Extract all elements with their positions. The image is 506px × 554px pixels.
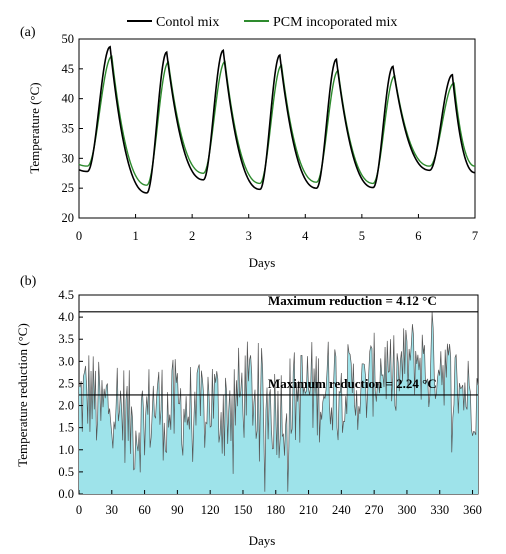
- x-tick-label-a: 2: [189, 229, 195, 243]
- series-line-pcm: [78, 55, 476, 186]
- x-tick-label-a: 6: [415, 229, 421, 243]
- x-tick-label-a: 3: [246, 229, 252, 243]
- axes-b: 0 30 60 90 120 150 180 210 240 270 300 330 360 0.0 0.5…: [58, 288, 482, 517]
- annotation-label: Maximum reduction = 4.12 °C: [268, 293, 437, 308]
- x-tick-label-a: 0: [76, 229, 82, 243]
- x-tick-label-a: 7: [472, 229, 478, 243]
- series-line-control: [78, 45, 476, 194]
- y-tick-label-b: 1.0: [58, 443, 74, 457]
- annotations-b: Maximum reduction = 4.12 °C Maximum reduc…: [79, 293, 478, 396]
- y-tick-label-a: 50: [62, 32, 75, 46]
- x-tick-label-b: 360: [463, 503, 482, 517]
- y-tick-label-a: 20: [62, 211, 75, 225]
- x-tick-label-b: 180: [266, 503, 285, 517]
- y-tick-label-b: 3.5: [58, 332, 74, 346]
- y-tick-label-a: 45: [62, 62, 75, 76]
- y-tick-label-b: 4.5: [58, 288, 74, 302]
- area-line: [78, 311, 479, 492]
- series-b: [78, 311, 479, 494]
- x-tick-label-b: 210: [299, 503, 318, 517]
- legend-label-control: Contol mix: [156, 15, 219, 30]
- x-tick-label-b: 300: [398, 503, 417, 517]
- x-tick-label-a: 4: [302, 229, 309, 243]
- x-tick-label-b: 120: [201, 503, 220, 517]
- y-tick-label-a: 30: [62, 151, 75, 165]
- y-tick-label-a: 25: [62, 181, 75, 195]
- annotation-label: Maximum reduction = 2.24 °C: [268, 376, 437, 391]
- x-tick-label-b: 0: [76, 503, 82, 517]
- y-tick-label-b: 4.0: [58, 310, 74, 324]
- y-axis-label-a: Temperature (°C): [27, 82, 42, 173]
- y-tick-label-b: 3.0: [58, 354, 74, 368]
- panel-label-a: (a): [20, 25, 36, 40]
- y-tick-label-b: 1.5: [58, 421, 74, 435]
- x-axis-label-b: Days: [249, 533, 276, 548]
- x-axis-label-a: Days: [249, 255, 276, 270]
- x-tick-label-a: 1: [132, 229, 138, 243]
- y-tick-label-b: 2.0: [58, 399, 74, 413]
- y-tick-label-b: 0.0: [58, 487, 74, 501]
- area-fill: [79, 311, 478, 494]
- x-tick-label-a: 5: [359, 229, 365, 243]
- panel-label-b: (b): [20, 274, 37, 289]
- x-tick-label-b: 90: [171, 503, 184, 517]
- x-tick-label-b: 240: [332, 503, 351, 517]
- chart-b: (b) 0 30 60 90 120 150 180 210 240 270 300 330 360 0.…: [15, 274, 482, 548]
- y-tick-label-b: 0.5: [58, 465, 74, 479]
- x-tick-label-b: 270: [365, 503, 384, 517]
- chart-a: (a) Contol mix PCM incoporated mix 0 1 2 3 4…: [20, 15, 478, 270]
- x-tick-label-b: 30: [106, 503, 119, 517]
- y-tick-label-b: 2.5: [58, 376, 74, 390]
- y-tick-label-a: 40: [62, 92, 75, 106]
- legend-label-pcm: PCM incoporated mix: [273, 15, 397, 30]
- y-axis-label-b: Temperature reduction (°C): [15, 323, 30, 467]
- series-a: [78, 45, 476, 194]
- x-tick-label-b: 150: [234, 503, 253, 517]
- y-tick-label-a: 35: [62, 122, 75, 136]
- x-tick-label-b: 60: [138, 503, 151, 517]
- x-tick-label-b: 330: [430, 503, 449, 517]
- legend-a: Contol mix PCM incoporated mix: [127, 15, 397, 30]
